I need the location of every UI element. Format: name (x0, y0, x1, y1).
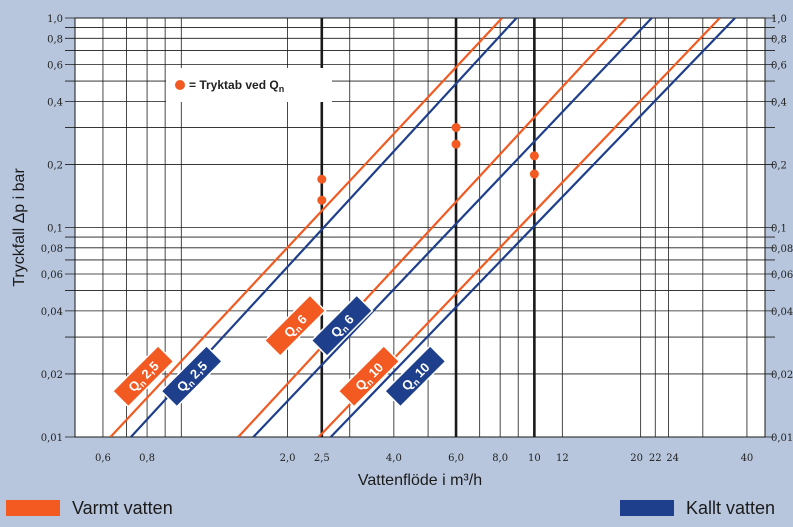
series-line-warm-2-5 (109, 18, 503, 437)
x-tick-label: 4,0 (386, 453, 402, 464)
badge-bg (337, 344, 401, 408)
x-tick-label: 0,6 (95, 453, 111, 464)
nominal-point-legend-label: = Tryktab ved Qn (189, 78, 284, 94)
x-tick-label: 0,8 (139, 453, 155, 464)
y-tick-label-left: 0,06 (41, 270, 63, 281)
series-line-warm-6 (237, 18, 627, 437)
nominal-point-marker (317, 195, 327, 205)
y-tick-label-right: 0,1 (771, 224, 787, 235)
plot-frame (74, 17, 766, 438)
y-tick-label-right: 1,0 (771, 14, 787, 25)
y-tick-label-left: 0,2 (47, 160, 63, 171)
x-tick-label: 10 (528, 453, 541, 464)
nominal-point-marker (451, 139, 461, 149)
badge-sub: n (186, 378, 197, 389)
series-badge-warm-2-5: Qn2,5 (111, 344, 175, 408)
nominal-point-marker (529, 151, 539, 161)
y-tick-label-left: 0,01 (41, 433, 63, 444)
nominal-point-legend-sub: n (279, 84, 285, 94)
y-tick-label-right: 0,08 (771, 244, 793, 255)
x-tick-label: 6,0 (448, 453, 464, 464)
x-tick-label: 20 (630, 453, 643, 464)
badge-sub: n (364, 377, 375, 388)
y-tick-label-left: 0,04 (41, 307, 63, 318)
y-tick-label-left: 0,02 (41, 370, 63, 381)
series-line-cold-6 (252, 18, 653, 437)
badge-bg (383, 344, 447, 408)
legend-warm: Varmt vatten (6, 497, 173, 519)
badge-sub: n (340, 324, 351, 335)
nominal-point-icon (175, 80, 185, 90)
y-axis-title: Tryckfall Δp i bar (11, 168, 28, 287)
y-tick-label-right: 0,01 (771, 433, 793, 444)
y-tick-label-left: 0,4 (47, 97, 63, 108)
nominal-point-marker (529, 169, 539, 179)
y-tick-label-left: 1,0 (47, 14, 63, 25)
y-tick-label-left: 0,08 (41, 244, 63, 255)
legend-cold: Kallt vatten (620, 497, 775, 519)
legend-warm-label: Varmt vatten (72, 497, 173, 518)
y-tick-label-right: 0,02 (771, 370, 793, 381)
badge-sub: n (411, 377, 422, 388)
series-lines (109, 18, 736, 437)
nominal-point-marker (317, 174, 327, 184)
series-badge-warm-10: Qn10 (337, 344, 401, 408)
x-tick-label: 24 (666, 453, 679, 464)
y-tick-label-left: 0,1 (47, 224, 63, 235)
badge-bg (263, 294, 327, 358)
y-tick-label-right: 0,04 (771, 307, 793, 318)
y-tick-label-left: 0,6 (47, 60, 63, 71)
x-tick-label: 2,5 (314, 453, 330, 464)
nominal-point-marker (451, 123, 461, 133)
series-badge-cold-10: Qn10 (383, 344, 447, 408)
badge-sub: n (137, 378, 148, 389)
legend-warm-swatch (6, 500, 60, 516)
x-axis-title: Vattenflöde i m³/h (358, 472, 482, 489)
legend-cold-label: Kallt vatten (686, 497, 776, 518)
y-tick-label-right: 0,2 (771, 160, 787, 171)
badge-sub: n (293, 324, 304, 335)
legend-cold-swatch (620, 500, 674, 516)
nominal-point-legend: = Tryktab ved Qn (166, 68, 332, 102)
badge-bg (310, 294, 374, 358)
badge-bg (111, 344, 175, 408)
x-tick-label: 40 (741, 453, 754, 464)
x-tick-label: 8,0 (492, 453, 508, 464)
x-tick-label: 2,0 (280, 453, 296, 464)
y-tick-label-right: 0,8 (771, 34, 787, 45)
legend-box-bg (166, 68, 332, 102)
x-tick-label: 12 (556, 453, 569, 464)
y-tick-label-right: 0,6 (771, 60, 787, 71)
y-tick-label-right: 0,4 (771, 97, 787, 108)
series-line-cold-10 (329, 18, 736, 437)
x-tick-label: 22 (649, 453, 662, 464)
y-tick-label-right: 0,06 (771, 270, 793, 281)
badge-bg (160, 344, 224, 408)
y-tick-label-left: 0,8 (47, 34, 63, 45)
